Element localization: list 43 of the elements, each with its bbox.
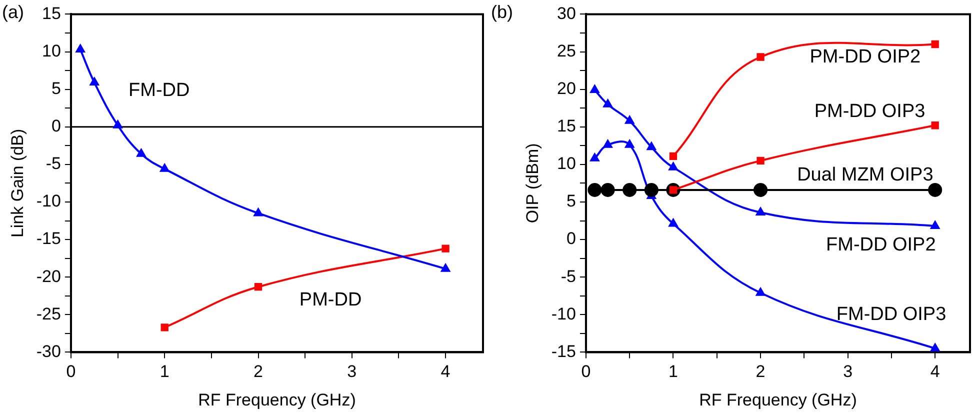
chart-title: (a)	[2, 2, 24, 22]
y-tick-label: 0	[52, 116, 61, 136]
y-tick-label: -20	[36, 266, 61, 286]
y-tick-label: -10	[36, 192, 61, 211]
y-tick-label: 25	[557, 41, 576, 60]
x-axis-title: RF Frequency (GHz)	[699, 390, 857, 410]
y-tick-label: 30	[557, 4, 576, 23]
x-tick-label: 4	[440, 362, 450, 382]
x-tick-label: 0	[66, 362, 76, 382]
series-label: Dual MZM OIP3	[797, 164, 934, 186]
y-tick-label: 10	[557, 154, 576, 174]
series-label: PM-DD OIP2	[810, 46, 921, 68]
y-tick-label: -25	[36, 304, 61, 324]
y-tick-label: 15	[42, 4, 61, 23]
x-tick-label: 0	[581, 362, 591, 382]
y-tick-label: -15	[551, 342, 576, 361]
series-label: FM-DD OIP2	[826, 234, 936, 256]
y-axis-title: OIP (dBm)	[522, 143, 542, 224]
x-tick-label: 2	[254, 362, 263, 382]
x-tick-label: 4	[930, 362, 940, 382]
y-tick-label: -10	[551, 304, 576, 324]
y-tick-label: -5	[560, 266, 576, 286]
y-tick-label: 0	[566, 229, 576, 248]
x-tick-label: 3	[843, 362, 853, 382]
series-label: FM-DD	[128, 80, 190, 102]
series-label: PM-DD OIP3	[814, 101, 926, 122]
x-axis-title: RF Frequency (GHz)	[198, 390, 356, 410]
series-label: PM-DD	[299, 290, 362, 311]
y-tick-label: 15	[557, 116, 576, 136]
y-tick-label: 20	[557, 79, 576, 98]
y-tick-label: 5	[52, 79, 61, 98]
x-tick-label: 1	[160, 362, 170, 382]
y-tick-label: -30	[36, 342, 61, 361]
x-tick-label: 3	[347, 362, 357, 382]
x-tick-label: 1	[668, 362, 678, 382]
y-tick-label: 10	[42, 41, 61, 60]
y-tick-label: -5	[46, 154, 61, 174]
y-axis-title: Link Gain (dB)	[8, 128, 27, 238]
y-tick-label: 5	[566, 192, 576, 211]
y-tick-label: -15	[36, 229, 61, 248]
chart-title: (b)	[491, 2, 513, 22]
series-label: FM-DD OIP3	[836, 304, 946, 325]
x-tick-label: 2	[756, 362, 766, 382]
